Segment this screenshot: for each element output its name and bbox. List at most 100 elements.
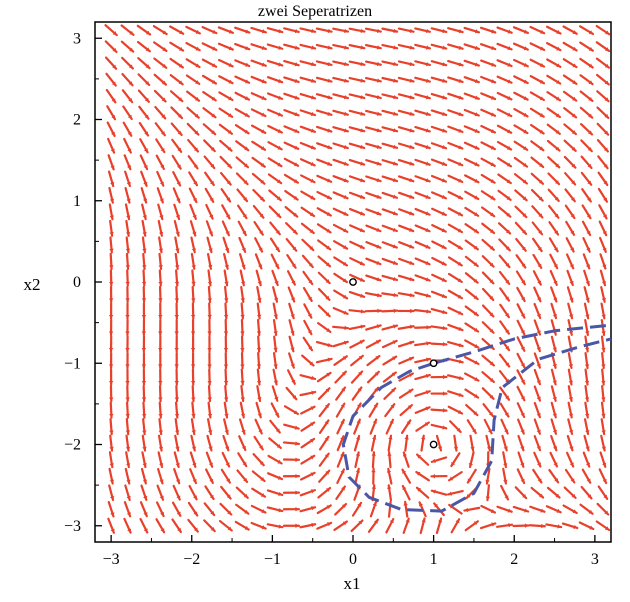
field-arrow-head [175, 265, 180, 269]
x-tick-label: −1 [264, 551, 281, 568]
field-arrow-head [175, 479, 181, 484]
field-arrow-head [376, 211, 381, 216]
field-arrow-head [125, 347, 130, 352]
field-arrow-head [274, 396, 279, 401]
field-arrow-head [226, 197, 231, 202]
field-arrow-head [259, 461, 264, 466]
field-arrow-head [126, 198, 131, 203]
field-arrow-head [341, 486, 345, 491]
field-arrow-head [141, 314, 147, 319]
field-arrow-head [557, 524, 562, 529]
field-arrow-head [108, 298, 114, 302]
field-arrow-head [158, 298, 163, 302]
field-arrow-head [191, 446, 197, 451]
field-arrow-head [568, 429, 574, 434]
field-arrow-head [159, 495, 164, 500]
field-arrow-head [522, 229, 527, 234]
field-arrow-head [360, 95, 365, 100]
field-arrow-head [588, 509, 593, 514]
field-arrow-head [491, 522, 496, 527]
field-arrow-head [259, 196, 264, 201]
field-arrow-head [490, 178, 495, 183]
field-arrow-head [112, 31, 117, 36]
field-arrow-head [392, 177, 397, 183]
field-arrow-head [536, 347, 541, 352]
field-arrow-head [585, 314, 590, 319]
field-arrow-head [521, 280, 525, 285]
field-arrow-head [125, 281, 130, 286]
field-arrow-head [210, 527, 215, 532]
field-arrow-head [342, 521, 347, 526]
field-arrow-head [273, 347, 278, 352]
field-arrow-head [524, 508, 529, 513]
field-arrow-head [259, 445, 263, 450]
field-arrow-head [425, 373, 430, 379]
field-arrow-head [125, 314, 130, 319]
field-arrow-head [587, 494, 592, 499]
field-arrow-head [572, 46, 577, 51]
field-arrow-head [174, 413, 180, 418]
field-arrow-head [425, 178, 430, 183]
field-arrow-head [226, 494, 231, 499]
field-arrow-head [326, 228, 331, 233]
field-arrow-head [386, 468, 392, 473]
field-arrow-head [295, 523, 299, 528]
field-arrow-head [125, 364, 130, 369]
field-arrow-head [256, 331, 262, 335]
field-arrow-head [441, 194, 446, 199]
field-arrow-head [209, 197, 214, 202]
field-arrow-head [143, 181, 148, 186]
field-arrow-head [193, 495, 197, 500]
field-arrow-head [276, 196, 281, 201]
field-arrow-head [158, 331, 163, 335]
field-arrow-head [343, 161, 348, 166]
field-arrow-head [371, 485, 377, 489]
field-arrow-head [142, 463, 147, 468]
field-arrow-head [193, 527, 198, 532]
field-arrow-head [327, 28, 332, 34]
field-arrow-head [387, 485, 392, 490]
field-arrow-head [458, 145, 463, 150]
field-arrow-head [507, 95, 512, 100]
field-arrow-head [457, 261, 462, 266]
field-arrow-head [466, 494, 471, 499]
field-arrow-head [371, 468, 376, 473]
field-arrow-head [158, 381, 163, 385]
x-tick-label: 0 [349, 551, 357, 568]
field-arrow-head [327, 61, 332, 67]
field-arrow-head [273, 331, 278, 335]
field-arrow-head [256, 314, 262, 319]
field-arrow-head [554, 196, 559, 201]
field-arrow-head [228, 79, 233, 84]
field-arrow-head [176, 164, 181, 169]
field-arrow-head [174, 397, 180, 402]
field-arrow-head [491, 29, 496, 34]
field-arrow-head [310, 178, 315, 183]
field-arrow-head [175, 446, 180, 451]
field-arrow-head [457, 211, 463, 216]
field-arrow-head [376, 78, 381, 83]
y-tick-label: 2 [73, 112, 81, 129]
field-arrow-head [327, 45, 332, 50]
field-arrow-head [376, 177, 381, 183]
field-arrow-head [431, 458, 436, 463]
field-arrow-head [259, 213, 264, 218]
field-arrow-head [256, 347, 262, 352]
field-arrow-head [537, 246, 542, 252]
field-arrow-head [473, 245, 478, 250]
field-arrow-head [360, 194, 365, 199]
field-arrow-head [142, 446, 147, 451]
field-arrow-head [602, 462, 607, 467]
field-arrow-head [226, 180, 231, 185]
field-arrow-head [278, 95, 283, 100]
field-arrow-head [570, 230, 575, 235]
field-arrow-head [556, 46, 561, 51]
field-arrow-head [191, 413, 196, 418]
field-arrow-head [552, 396, 557, 401]
field-arrow-head [207, 298, 212, 302]
field-arrow-head [258, 247, 263, 252]
field-arrow-head [128, 98, 133, 103]
field-arrow-head [458, 359, 463, 364]
field-arrow-head [507, 62, 512, 67]
field-arrow-head [539, 163, 544, 168]
